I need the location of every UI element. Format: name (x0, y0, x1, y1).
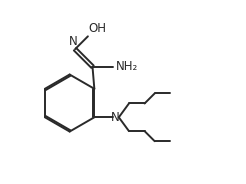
Text: NH₂: NH₂ (116, 60, 138, 73)
Text: N: N (69, 35, 78, 48)
Text: OH: OH (89, 22, 107, 35)
Text: N: N (111, 111, 120, 124)
